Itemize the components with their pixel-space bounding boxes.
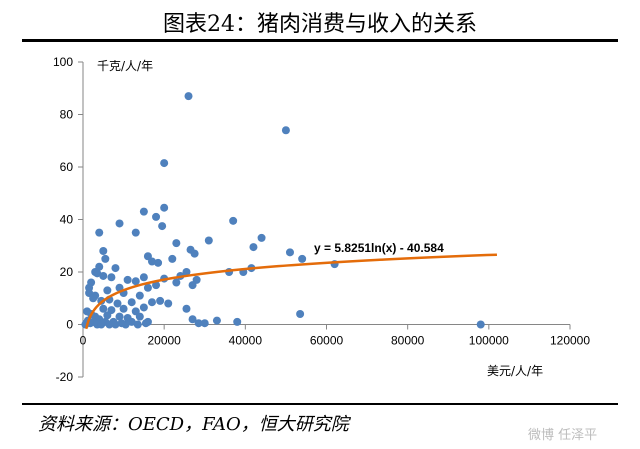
data-point (111, 320, 120, 329)
y-tick-label: 40 (60, 213, 74, 227)
data-point (257, 233, 266, 242)
data-point (160, 203, 169, 212)
y-tick-label: 20 (60, 265, 74, 279)
data-point (147, 298, 156, 307)
data-point (172, 239, 181, 248)
data-point (97, 320, 106, 329)
data-point (131, 228, 140, 237)
data-point (139, 207, 148, 216)
data-point (133, 320, 142, 329)
data-point (184, 92, 193, 101)
trendline (85, 253, 497, 330)
data-point (212, 316, 221, 325)
data-points (81, 92, 485, 329)
data-point (139, 303, 148, 312)
data-point (281, 126, 290, 135)
data-point (103, 311, 112, 320)
data-point (188, 315, 197, 324)
trend-layer (85, 253, 497, 330)
data-point (164, 299, 173, 308)
data-point (249, 243, 258, 252)
y-tick-label: 60 (60, 160, 74, 174)
data-point (152, 212, 161, 221)
data-point (158, 222, 167, 231)
chart-axes: -20 0 20 40 60 80 100 0 20000 40000 60000 80000 1000… (53, 55, 590, 384)
x-tick-label: 60000 (310, 334, 344, 348)
data-point (204, 236, 213, 245)
x-tick-label: 20000 (147, 334, 181, 348)
data-point (135, 291, 144, 300)
data-point (143, 283, 152, 292)
data-point (95, 228, 104, 237)
data-point (123, 275, 132, 284)
data-point (139, 273, 148, 282)
data-point (99, 271, 108, 280)
data-point (194, 319, 203, 328)
x-tick-label: 100000 (469, 334, 509, 348)
data-point (182, 304, 191, 313)
y-tick-label: -20 (56, 370, 74, 384)
data-point (147, 257, 156, 266)
data-point (117, 319, 126, 328)
data-point (105, 320, 114, 329)
x-tick-label: 80000 (391, 334, 425, 348)
data-point (182, 268, 191, 276)
data-point (127, 317, 136, 326)
data-point (115, 312, 124, 321)
data-point (89, 294, 98, 303)
x-tick-label: 120000 (550, 334, 590, 348)
data-point (168, 254, 177, 263)
data-point (298, 254, 307, 263)
data-point (154, 258, 163, 267)
data-point (229, 216, 238, 225)
data-point (296, 310, 305, 318)
data-point (172, 278, 181, 287)
y-tick-label: 80 (60, 108, 74, 122)
data-point (113, 299, 122, 308)
data-point (141, 319, 150, 328)
data-point (160, 159, 169, 168)
data-point (476, 320, 485, 329)
data-point (93, 269, 102, 278)
data-point (119, 304, 128, 313)
trendline-equation: y = 5.8251ln(x) - 40.584 (314, 241, 444, 255)
data-point (111, 264, 120, 273)
data-point (103, 286, 112, 295)
x-tick-label: 40000 (229, 334, 263, 348)
data-point (99, 247, 108, 255)
data-point (107, 273, 116, 282)
data-point (188, 281, 197, 290)
data-point (127, 298, 136, 307)
y-tick-label: 0 (66, 318, 73, 332)
data-point (135, 312, 144, 321)
data-point (131, 277, 140, 286)
data-point (115, 219, 124, 228)
data-point (285, 248, 294, 257)
data-point (101, 254, 110, 263)
y-axis-label: 千克/人/年 (97, 59, 153, 73)
weibo-watermark: 微博 任泽平 (528, 428, 598, 443)
y-tick-label: 100 (53, 55, 73, 69)
source-note: 资料来源：OECD，FAO，恒大研究院 (38, 414, 349, 435)
data-point (233, 317, 242, 326)
footer-rule (22, 403, 618, 405)
data-point (156, 296, 165, 305)
data-point (99, 304, 108, 313)
x-tick-label: 0 (80, 334, 87, 348)
data-point (200, 319, 209, 328)
chart-title: 图表24：猪肉消费与收入的关系 (163, 12, 477, 37)
title-rule (22, 39, 618, 42)
data-point (190, 249, 199, 258)
data-point (152, 281, 161, 290)
x-axis-label: 美元/人/年 (487, 364, 543, 378)
